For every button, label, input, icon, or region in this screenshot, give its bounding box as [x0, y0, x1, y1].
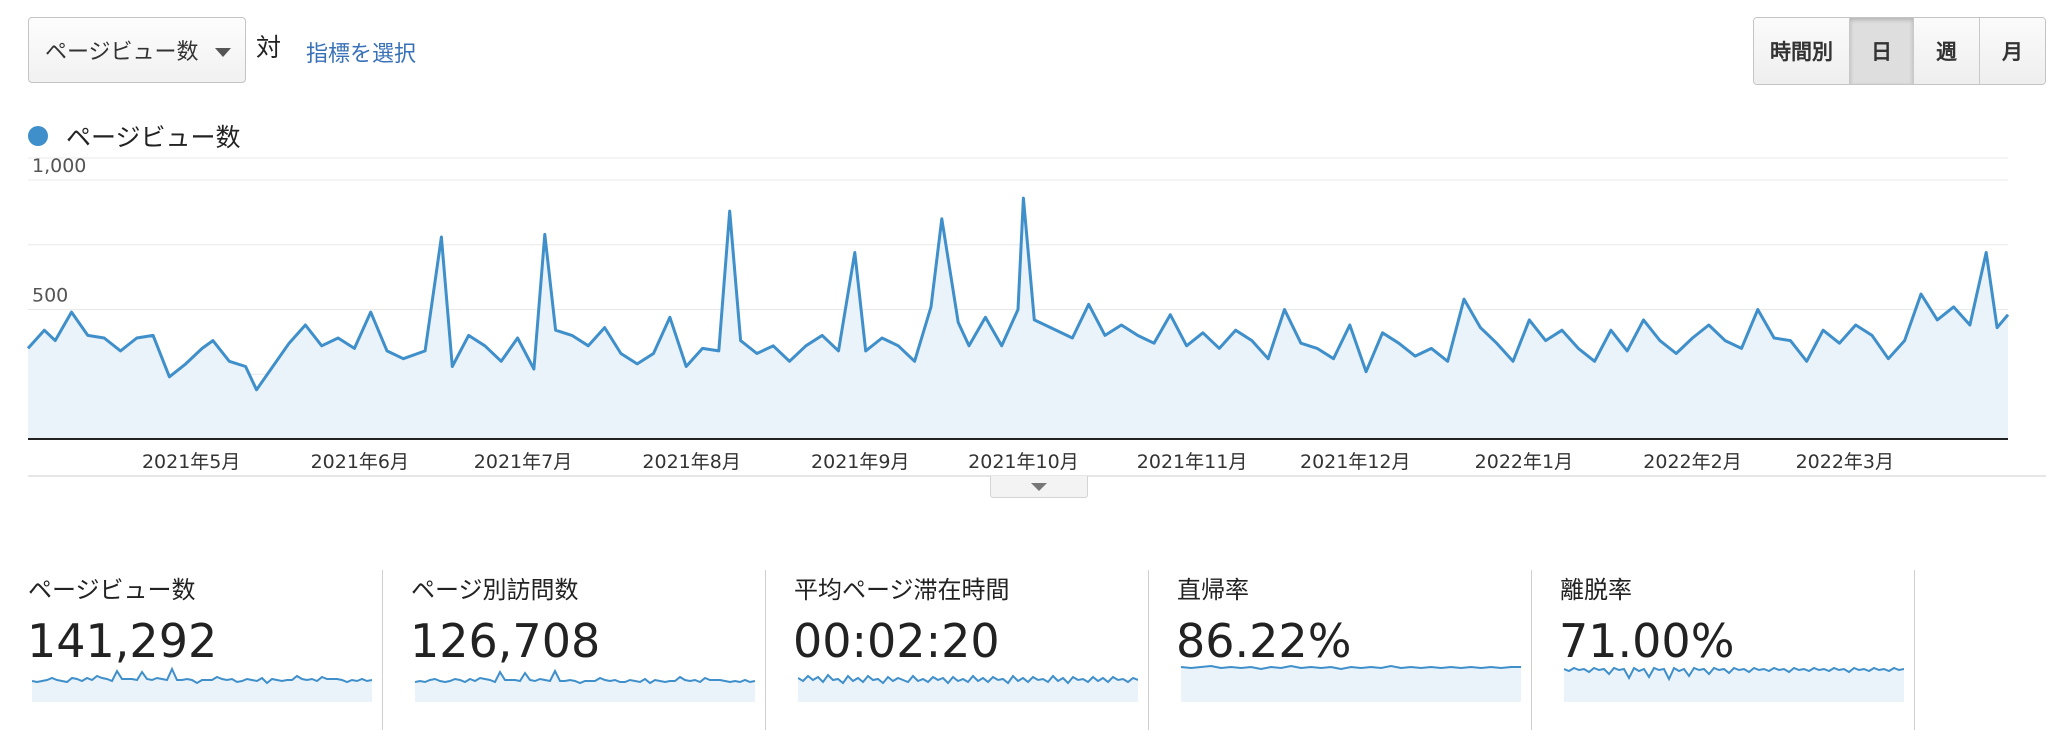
- x-tick-label: 2021年7月: [474, 451, 572, 473]
- granularity-week-button[interactable]: 週: [1913, 18, 1979, 84]
- chart-legend: ページビュー数: [28, 118, 241, 154]
- scorecard-sparkline: [798, 673, 1138, 702]
- pageviews-area: [28, 198, 2008, 439]
- x-tick-label: 2021年11月: [1137, 451, 1248, 473]
- scorecard-unique-pageviews[interactable]: ページ別訪問数 126,708: [383, 570, 766, 730]
- x-tick-label: 2021年9月: [811, 451, 909, 473]
- x-tick-label: 2021年6月: [311, 451, 409, 473]
- scorecard-bounce-rate[interactable]: 直帰率 86.22%: [1149, 570, 1532, 730]
- scorecard-avg-time-on-page[interactable]: 平均ページ滞在時間 00:02:20: [766, 570, 1149, 730]
- y-tick-label: 500: [32, 285, 68, 307]
- x-tick-label: 2021年8月: [642, 451, 740, 473]
- pageviews-line-chart: 1,000 500 2021年5月 2021年6月 2021年7月 2021年8月 2021…: [26, 155, 2046, 477]
- collapse-chart-toggle[interactable]: [990, 476, 1088, 498]
- y-tick-label: 1,000: [32, 155, 86, 177]
- scorecard-exit-rate[interactable]: 離脱率 71.00%: [1532, 570, 1915, 730]
- chevron-down-icon: [1031, 483, 1047, 491]
- x-tick-label: 2021年12月: [1300, 451, 1411, 473]
- granularity-toggle: 時間別 日 週 月: [1753, 17, 2046, 85]
- scorecard-pageviews[interactable]: ページビュー数 141,292: [0, 570, 383, 730]
- metric-selector[interactable]: ページビュー数: [28, 17, 246, 83]
- scorecard-sparkline: [1564, 666, 1904, 702]
- scorecard-value: 126,708: [410, 614, 601, 668]
- scorecard-label: ページ別訪問数: [411, 576, 579, 604]
- dropdown-caret-icon: [215, 48, 231, 57]
- metric-selector-value: ページビュー数: [45, 40, 199, 65]
- legend-series-dot: [28, 126, 48, 146]
- scorecard-label: 平均ページ滞在時間: [794, 576, 1010, 604]
- pageviews-series-line: [26, 196, 2010, 392]
- granularity-month-button[interactable]: 月: [1979, 18, 2045, 84]
- x-tick-label: 2022年3月: [1796, 451, 1894, 473]
- scorecard-sparkline: [1181, 664, 1521, 702]
- scorecard-sparkline: [415, 668, 755, 702]
- scorecard-sparkline: [32, 666, 372, 702]
- x-tick-label: 2021年10月: [968, 451, 1079, 473]
- legend-series-label: ページビュー数: [66, 123, 241, 152]
- scorecard-label: 直帰率: [1177, 576, 1249, 604]
- x-tick-label: 2021年5月: [142, 451, 240, 473]
- versus-label: 対: [256, 33, 282, 62]
- granularity-hourly-button[interactable]: 時間別: [1754, 18, 1849, 84]
- scorecard-value: 71.00%: [1559, 614, 1735, 668]
- select-metric-link[interactable]: 指標を選択: [306, 42, 417, 67]
- scorecard-label: 離脱率: [1560, 576, 1632, 604]
- granularity-day-button[interactable]: 日: [1849, 18, 1913, 84]
- scorecard-value: 86.22%: [1176, 614, 1352, 668]
- scorecard-value: 141,292: [27, 614, 218, 668]
- x-tick-label: 2022年1月: [1475, 451, 1573, 473]
- x-tick-label: 2022年2月: [1643, 451, 1741, 473]
- scorecard-value: 00:02:20: [793, 614, 1000, 668]
- scorecard-label: ページビュー数: [28, 576, 196, 604]
